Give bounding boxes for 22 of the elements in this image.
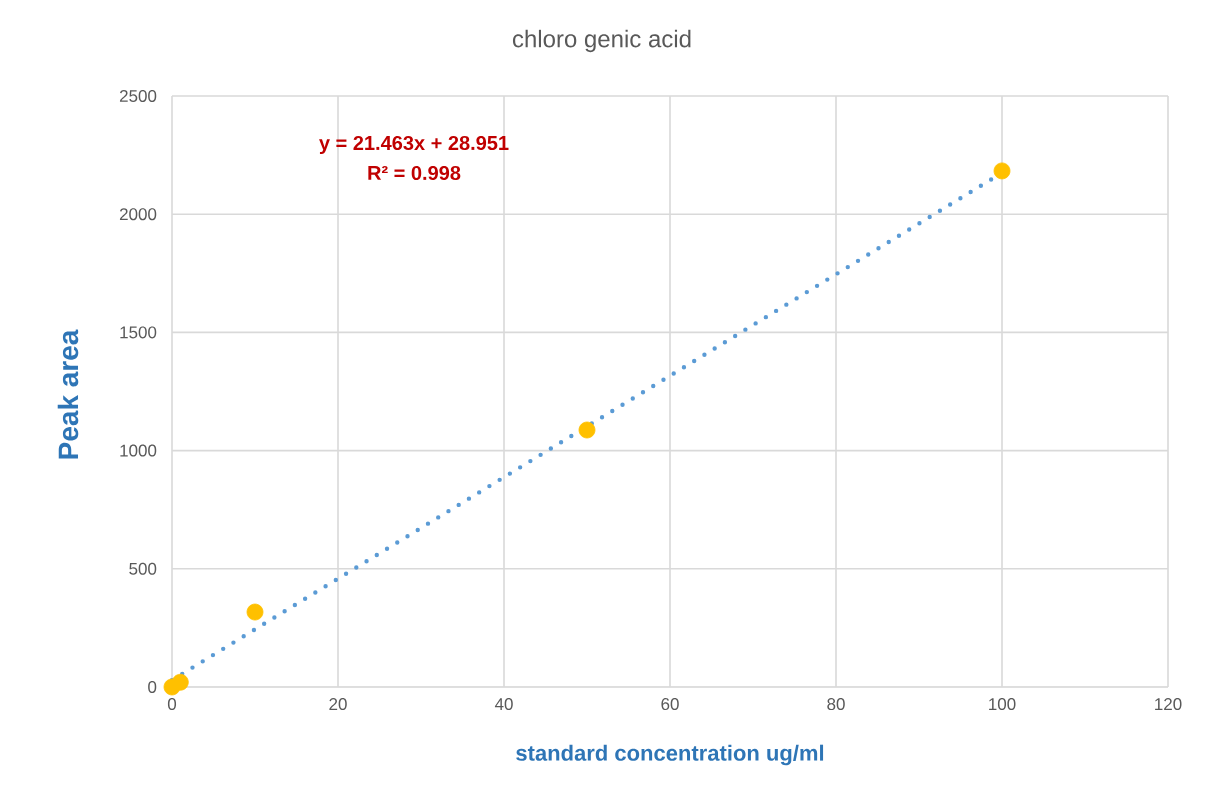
annotation: y = 21.463x + 28.951 xyxy=(319,135,509,155)
y-tick-label: 2000 xyxy=(119,208,157,221)
x-tick-label: 0 xyxy=(167,698,177,711)
x-tick-label: 20 xyxy=(329,698,347,711)
point xyxy=(993,162,1011,180)
point xyxy=(171,673,189,691)
x-tick-label: 80 xyxy=(827,698,845,711)
x-tick-label: 40 xyxy=(494,698,513,711)
x-tick-label: 60 xyxy=(661,698,679,711)
point xyxy=(246,603,264,621)
y-tick-label: 1500 xyxy=(120,326,157,339)
point xyxy=(578,421,596,439)
y-tick-label: 0 xyxy=(148,680,157,693)
y-tick-label: 500 xyxy=(129,562,157,575)
y-tick-label: 1000 xyxy=(120,444,157,457)
x-tick-label: 100 xyxy=(989,698,1016,711)
annotation: R² = 0.998 xyxy=(368,165,461,181)
x-tick-label: 120 xyxy=(1155,698,1182,711)
y-tick-label: 2500 xyxy=(119,89,157,102)
y-axis-title: Peak area xyxy=(57,329,79,459)
chart-title: chloro genic acid xyxy=(512,29,691,53)
x-axis-title: standard concentration ug/ml xyxy=(516,744,824,766)
